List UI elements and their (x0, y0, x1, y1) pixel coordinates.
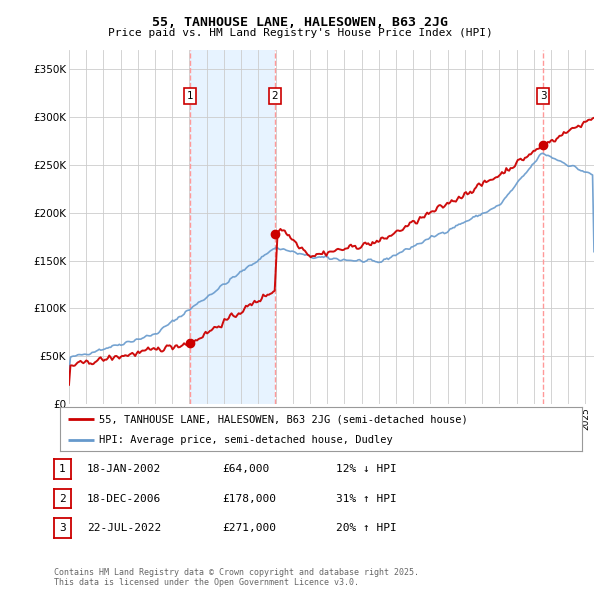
Text: £64,000: £64,000 (222, 464, 269, 474)
Text: 3: 3 (59, 523, 66, 533)
Text: 55, TANHOUSE LANE, HALESOWEN, B63 2JG: 55, TANHOUSE LANE, HALESOWEN, B63 2JG (152, 16, 448, 29)
Text: 12% ↓ HPI: 12% ↓ HPI (336, 464, 397, 474)
Text: 31% ↑ HPI: 31% ↑ HPI (336, 494, 397, 503)
Text: 55, TANHOUSE LANE, HALESOWEN, B63 2JG (semi-detached house): 55, TANHOUSE LANE, HALESOWEN, B63 2JG (s… (99, 415, 468, 424)
Bar (190, 50, 275, 404)
Text: 3: 3 (540, 91, 547, 101)
Text: £271,000: £271,000 (222, 523, 276, 533)
Text: Price paid vs. HM Land Registry's House Price Index (HPI): Price paid vs. HM Land Registry's House … (107, 28, 493, 38)
Text: £178,000: £178,000 (222, 494, 276, 503)
Text: 1: 1 (59, 464, 66, 474)
Text: 18-JAN-2002: 18-JAN-2002 (87, 464, 161, 474)
Text: 2: 2 (272, 91, 278, 101)
Text: 1: 1 (187, 91, 194, 101)
Text: 18-DEC-2006: 18-DEC-2006 (87, 494, 161, 503)
Text: HPI: Average price, semi-detached house, Dudley: HPI: Average price, semi-detached house,… (99, 435, 393, 445)
Text: 20% ↑ HPI: 20% ↑ HPI (336, 523, 397, 533)
Text: Contains HM Land Registry data © Crown copyright and database right 2025.
This d: Contains HM Land Registry data © Crown c… (54, 568, 419, 587)
Text: 2: 2 (59, 494, 66, 503)
Text: 22-JUL-2022: 22-JUL-2022 (87, 523, 161, 533)
